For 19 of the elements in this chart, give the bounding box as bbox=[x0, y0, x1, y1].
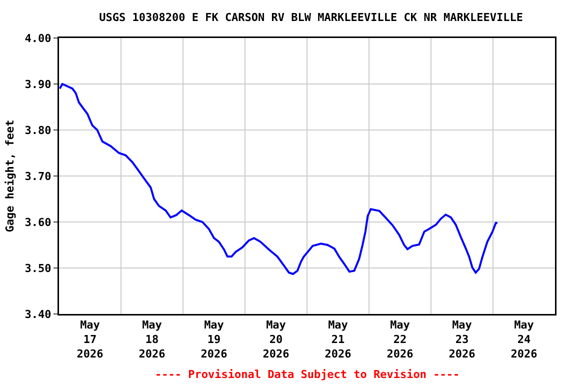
x-tick-label: May 18 2026 bbox=[138, 318, 166, 360]
y-tick-label: 3.50 bbox=[24, 262, 52, 275]
y-tick-label: 4.00 bbox=[24, 32, 52, 45]
text: ---- Provisional Data Subject to Revision ---- bbox=[155, 368, 460, 381]
y-tick-label: 3.70 bbox=[24, 170, 52, 183]
x-tick-label: May 23 2026 bbox=[448, 318, 476, 360]
y-axis-title: Gage height, feet bbox=[4, 120, 17, 232]
y-tick-label: 3.90 bbox=[24, 78, 52, 91]
x-tick-label: May 17 2026 bbox=[76, 318, 104, 360]
x-tick-label: May 21 2026 bbox=[324, 318, 352, 360]
y-tick-label: 3.40 bbox=[24, 308, 52, 321]
line-series bbox=[59, 83, 498, 275]
x-tick-label: May 19 2026 bbox=[200, 318, 228, 360]
y-tick-label: 3.80 bbox=[24, 124, 52, 137]
y-tick-label: 3.60 bbox=[24, 216, 52, 229]
x-tick-label: May 20 2026 bbox=[262, 318, 290, 360]
x-tick-label: May 22 2026 bbox=[386, 318, 414, 360]
x-tick-label: May 24 2026 bbox=[510, 318, 538, 360]
chart-title: USGS 10308200 E FK CARSON RV BLW MARKLEEVILLE CK NR MARKLEEVILLE bbox=[99, 11, 523, 24]
